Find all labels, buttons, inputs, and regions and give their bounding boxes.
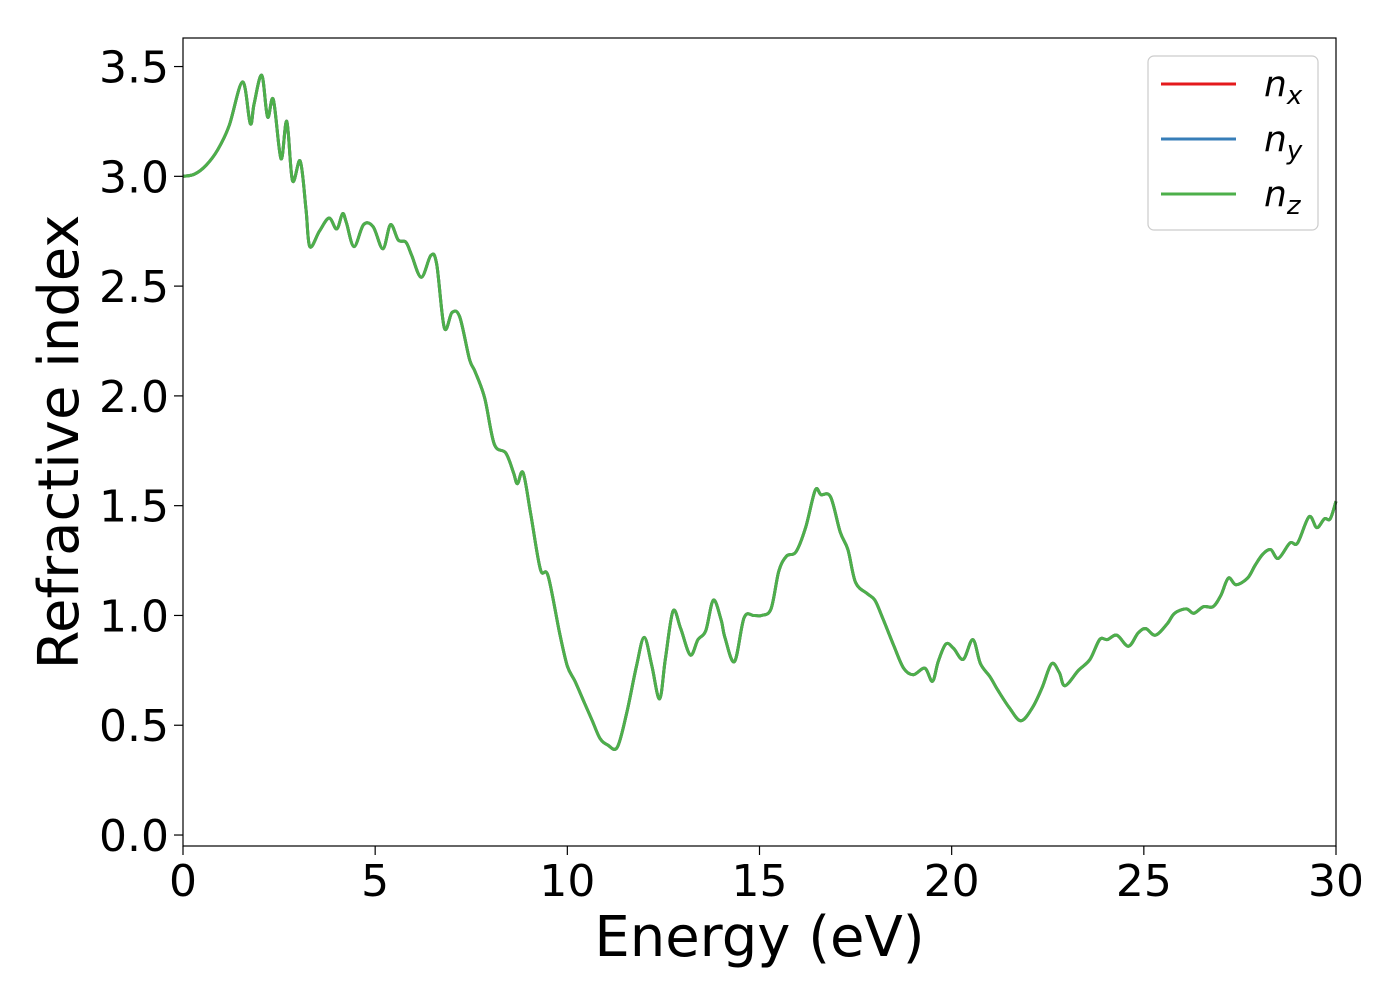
y-axis-ticks: 0.0 0.5 1.0 1.5 2.0 2.5 3.0 3.5 xyxy=(99,43,183,862)
x-tick-label: 25 xyxy=(1116,856,1172,907)
y-tick-label: 1.5 xyxy=(99,482,169,533)
x-tick-label: 0 xyxy=(169,856,197,907)
y-tick-label: 3.5 xyxy=(99,43,169,94)
x-tick-label: 20 xyxy=(924,856,980,907)
series-layer xyxy=(182,73,1338,751)
y-tick-label: 2.5 xyxy=(99,262,169,313)
y-tick-label: 0.5 xyxy=(99,701,169,752)
x-tick-label: 5 xyxy=(361,856,389,907)
legend-label-subscript: y xyxy=(1286,136,1303,166)
x-tick-label: 10 xyxy=(539,856,595,907)
y-tick-label: 2.0 xyxy=(99,372,169,423)
legend-label-ny: ny xyxy=(1264,119,1303,166)
y-tick-label: 3.0 xyxy=(99,152,169,203)
legend-label-subscript: z xyxy=(1286,191,1302,221)
legend-label-base: n xyxy=(1264,174,1287,215)
y-tick-label: 0.0 xyxy=(99,811,169,862)
legend-box xyxy=(1147,55,1319,231)
legend-label-base: n xyxy=(1264,119,1287,160)
y-axis-label: Refractive index xyxy=(27,215,92,670)
y-tick-label: 1.0 xyxy=(99,591,169,642)
legend-label-subscript: x xyxy=(1286,81,1303,111)
x-axis-ticks: 0 5 10 15 20 25 30 xyxy=(169,846,1364,907)
x-tick-label: 15 xyxy=(732,856,788,907)
x-axis-label: Energy (eV) xyxy=(594,905,924,970)
legend-label-base: n xyxy=(1264,64,1287,105)
legend-label-nx: nx xyxy=(1264,64,1303,111)
x-tick-label: 30 xyxy=(1308,856,1364,907)
series-line-n-z xyxy=(182,73,1338,751)
legend-label-nz: nz xyxy=(1264,174,1302,221)
